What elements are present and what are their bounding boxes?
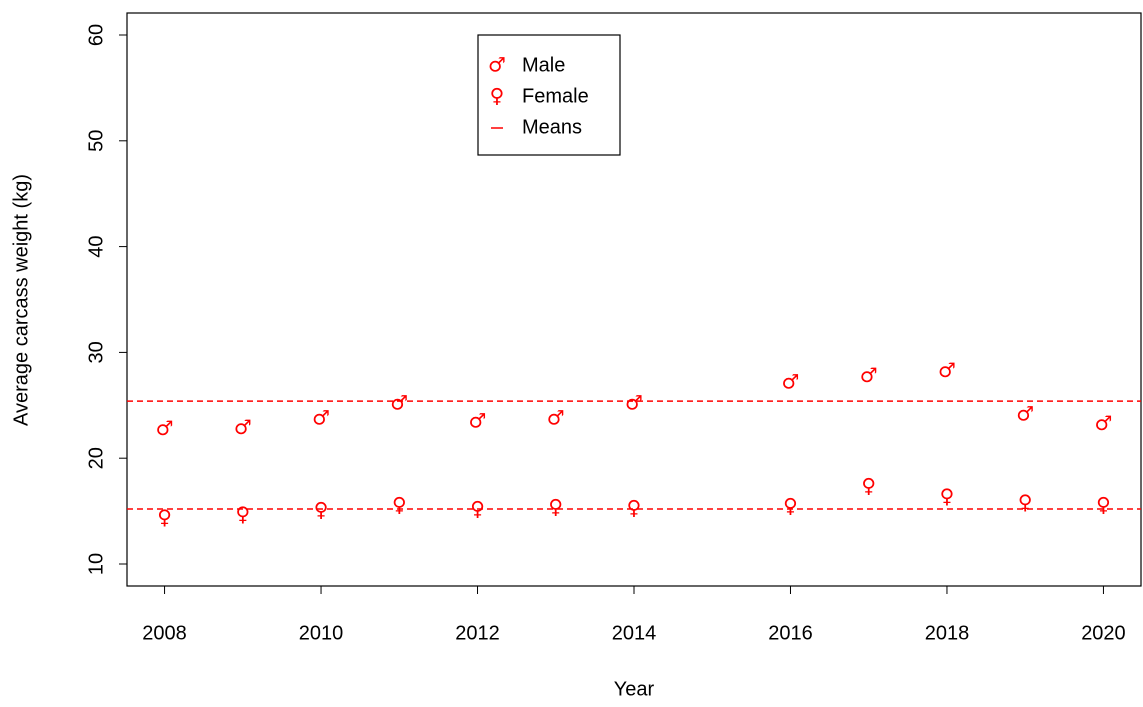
x-tick-label: 2020 bbox=[1081, 622, 1126, 644]
y-tick-label: 40 bbox=[85, 235, 107, 257]
data-point: ♀ bbox=[1018, 490, 1033, 514]
data-point: ♀ bbox=[940, 484, 955, 508]
y-tick-label: 10 bbox=[85, 553, 107, 575]
legend-symbol: ♂ bbox=[488, 53, 506, 77]
y-tick-label: 60 bbox=[85, 24, 107, 46]
data-point: ♀ bbox=[235, 502, 250, 526]
data-point: ♀ bbox=[314, 498, 329, 522]
data-point: ♀ bbox=[470, 497, 485, 521]
data-point: ♂ bbox=[938, 358, 956, 382]
data-point: ♀ bbox=[392, 492, 407, 516]
x-tick-label: 2016 bbox=[768, 622, 813, 644]
data-point: ♀ bbox=[157, 505, 172, 529]
data-point: ♂ bbox=[469, 409, 487, 433]
y-axis-label: Average carcass weight (kg) bbox=[10, 174, 32, 426]
data-point: ♂ bbox=[156, 416, 174, 440]
data-point: ♂ bbox=[1094, 411, 1112, 435]
legend-label: Male bbox=[522, 54, 565, 76]
data-point: ♂ bbox=[1016, 401, 1034, 425]
data-point: ♀ bbox=[1096, 492, 1111, 516]
data-point: ♂ bbox=[234, 415, 252, 439]
data-point: ♂ bbox=[390, 391, 408, 415]
x-tick-label: 2014 bbox=[612, 622, 657, 644]
data-point: ♀ bbox=[861, 473, 876, 497]
data-point: ♀ bbox=[548, 494, 563, 518]
x-axis-label: Year bbox=[614, 678, 655, 700]
y-tick-label: 20 bbox=[85, 447, 107, 469]
y-tick-label: 50 bbox=[85, 130, 107, 152]
data-point: ♂ bbox=[312, 406, 330, 430]
x-tick-label: 2010 bbox=[299, 622, 344, 644]
y-tick-label: 30 bbox=[85, 341, 107, 363]
data-point: ♀ bbox=[783, 493, 798, 517]
x-tick-label: 2018 bbox=[925, 622, 970, 644]
legend-label: Female bbox=[522, 85, 589, 107]
data-point: ♂ bbox=[547, 406, 565, 430]
data-point: ♂ bbox=[625, 391, 643, 415]
x-tick-label: 2008 bbox=[142, 622, 187, 644]
legend-label: Means bbox=[522, 116, 582, 138]
x-tick-label: 2012 bbox=[455, 622, 500, 644]
data-point: ♀ bbox=[627, 495, 642, 519]
legend-symbol: ♀ bbox=[490, 84, 505, 108]
data-point: ♂ bbox=[782, 370, 800, 394]
data-point: ♂ bbox=[860, 363, 878, 387]
legend-box bbox=[477, 34, 621, 156]
